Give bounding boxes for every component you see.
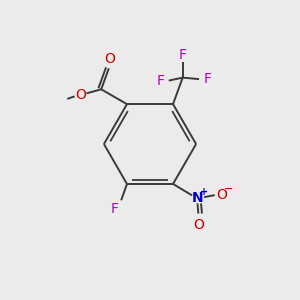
Text: O: O	[75, 88, 86, 102]
Text: O: O	[193, 218, 204, 233]
Text: F: F	[203, 72, 211, 86]
Text: F: F	[157, 74, 165, 88]
Text: N: N	[192, 191, 203, 205]
Text: F: F	[179, 48, 187, 62]
Text: F: F	[111, 202, 119, 216]
Text: −: −	[224, 184, 233, 194]
Text: O: O	[216, 188, 227, 202]
Text: O: O	[104, 52, 115, 66]
Text: +: +	[200, 187, 208, 196]
